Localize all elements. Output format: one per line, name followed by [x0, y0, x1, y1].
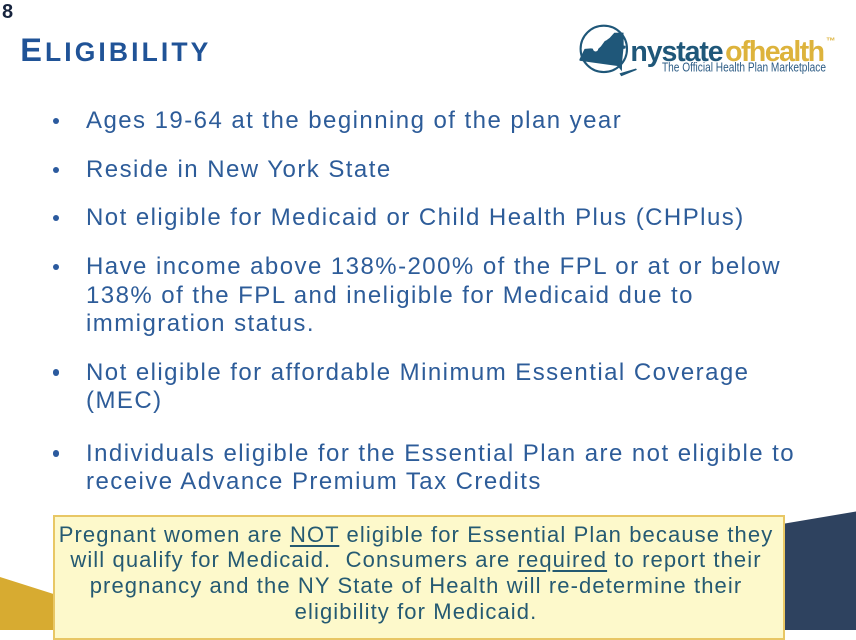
svg-text:The Official Health Plan Marke: The Official Health Plan Marketplace: [662, 61, 826, 75]
svg-text:ofhealth: ofhealth: [725, 36, 824, 68]
svg-text:™: ™: [826, 36, 836, 47]
svg-text:nystate: nystate: [630, 36, 722, 68]
